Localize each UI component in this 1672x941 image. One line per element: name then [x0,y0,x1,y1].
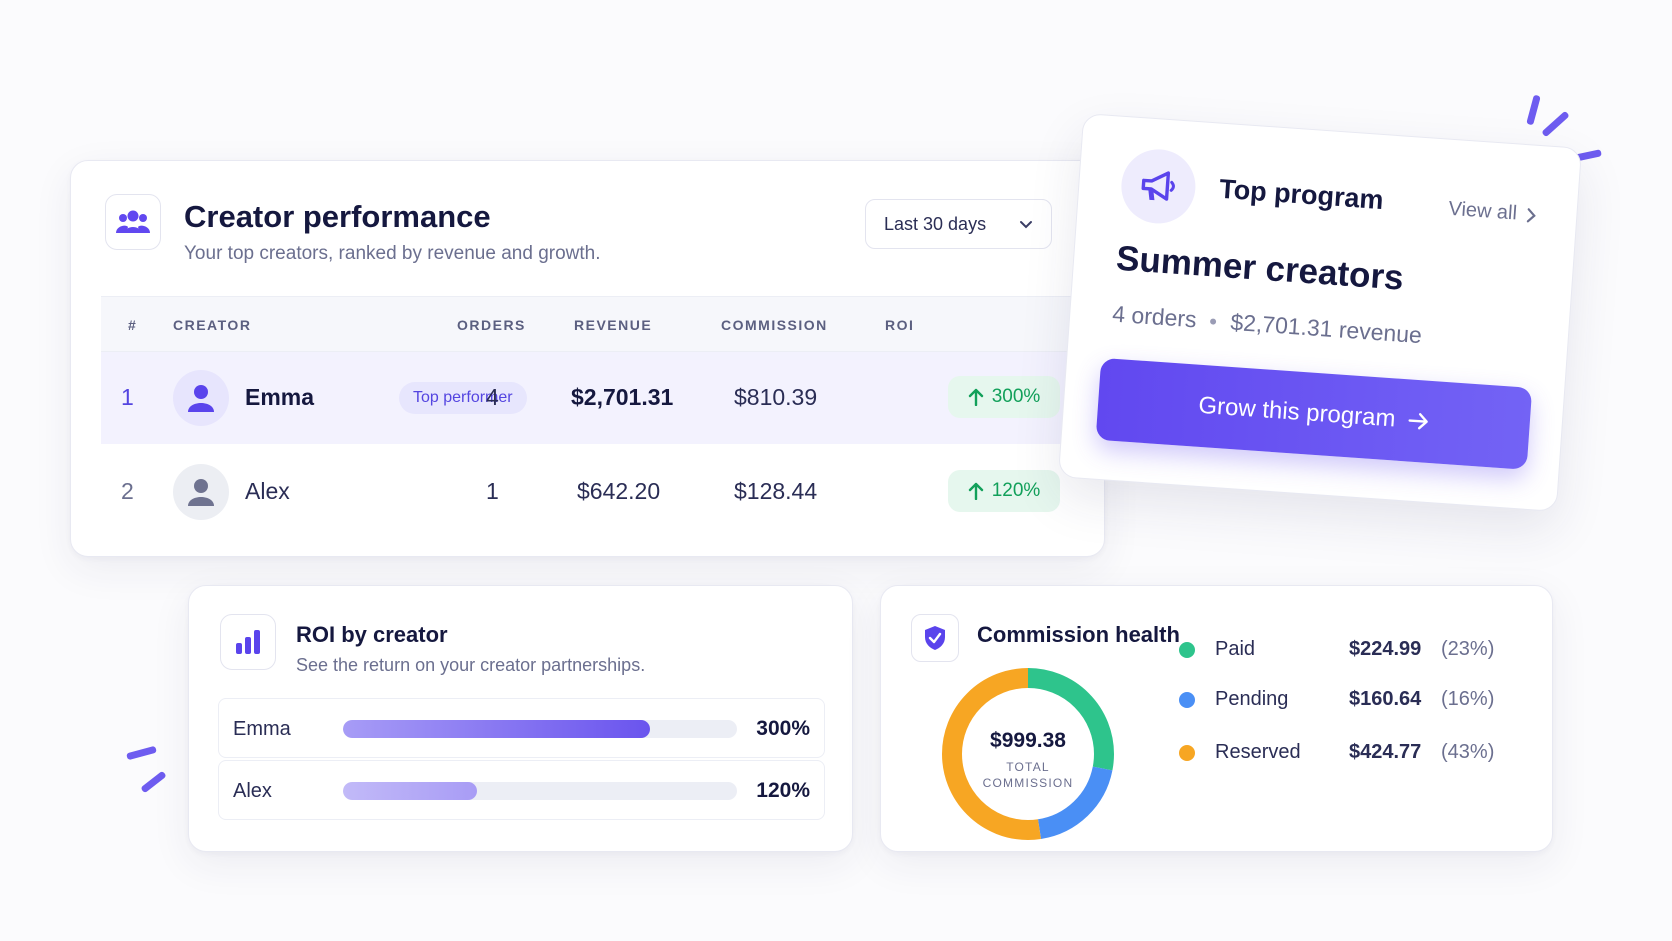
legend-amount: $424.77 [1349,741,1422,763]
arrow-right-icon [1408,413,1428,430]
legend-percent: (16%) [1441,688,1495,710]
creator-name[interactable]: Emma [245,384,315,410]
grow-program-button[interactable]: Grow this program [1095,357,1533,470]
table-header: # CREATOR ORDERS REVENUE COMMISSION ROI [101,296,1106,352]
roi-value: 300% [756,717,810,740]
legend-label: Pending [1215,688,1289,710]
rank-cell: 2 [121,478,134,504]
bar-chart-icon [236,630,260,654]
top-program-card: Top program View all Summer creators 4 o… [1057,113,1583,512]
total-commission-label: TOTAL COMMISSION [982,760,1074,790]
commission-health-card: Commission health $999.38 TOTAL COMMISSI… [880,585,1553,852]
column-header-creator[interactable]: CREATOR [173,317,252,333]
sparkle-mark [1541,110,1570,138]
roi-bar-track [343,720,737,738]
column-header-roi[interactable]: ROI [885,317,915,333]
roi-creator-name: Alex [233,780,272,802]
table-row[interactable]: 2 Alex 1 $642.20 $128.44 120% [101,446,1106,538]
legend-label: Reserved [1215,741,1301,763]
view-all-link[interactable]: View all [1448,198,1538,227]
roi-creator-name: Emma [233,718,291,740]
megaphone-icon-circle [1118,146,1198,226]
column-header-revenue[interactable]: REVENUE [574,317,653,333]
bar-chart-icon-tile [220,614,276,670]
card-subtitle: See the return on your creator partnersh… [296,655,646,675]
separator-dot [1210,317,1217,325]
sparkle-mark [126,745,157,761]
roi-badge: 120% [948,470,1060,512]
rank-cell: 1 [121,384,134,410]
shield-icon-tile [911,614,959,662]
revenue-cell: $642.20 [577,478,661,504]
period-select-value: Last 30 days [884,213,987,234]
orders-cell: 1 [486,478,499,504]
list-item: Emma 300% [218,698,825,758]
card-title: Commission health [977,622,1180,647]
legend-label: Paid [1215,638,1256,660]
shield-check-icon [925,626,945,650]
sparkle-mark [1526,94,1541,126]
legend-item-reserved: Reserved $424.77 (43%) [1179,737,1509,767]
legend-item-pending: Pending $160.64 (16%) [1179,684,1509,714]
chevron-right-icon [1526,207,1536,222]
commission-cell: $810.39 [734,384,818,410]
user-icon [188,479,214,506]
legend-percent: (43%) [1441,741,1495,763]
avatar [173,370,229,426]
card-title: ROI by creator [296,622,448,647]
legend-dot [1179,642,1195,658]
program-stats: 4 orders $2,701.31 revenue [1111,300,1423,350]
legend-dot [1179,745,1195,761]
chevron-down-icon [1020,221,1032,229]
program-revenue: $2,701.31 revenue [1229,308,1423,349]
roi-bar-fill [343,720,651,738]
users-icon [116,210,150,233]
page-title: Creator performance [184,199,491,234]
grow-program-label: Grow this program [1197,391,1397,433]
roi-value: 120% [756,779,810,802]
sparkle-mark [140,770,167,794]
revenue-cell: $2,701.31 [571,384,674,410]
creator-name[interactable]: Alex [245,478,290,504]
view-all-label: View all [1447,197,1518,225]
total-commission-amount: $999.38 [990,729,1066,752]
commission-cell: $128.44 [734,478,818,504]
legend-item-paid: Paid $224.99 (23%) [1179,634,1509,664]
card-title: Top program [1218,173,1385,216]
column-header-orders[interactable]: ORDERS [457,317,526,333]
legend-amount: $224.99 [1349,638,1422,660]
roi-badge: 300% [948,376,1060,418]
period-select[interactable]: Last 30 days [865,199,1052,249]
legend-percent: (23%) [1441,638,1495,660]
commission-donut-chart [942,668,1114,840]
user-icon [188,385,214,412]
donut-segment-reserved [942,668,1114,840]
page-subtitle: Your top creators, ranked by revenue and… [184,243,601,264]
legend-amount: $160.64 [1349,688,1422,710]
arrow-up-icon [968,388,983,406]
column-header-commission[interactable]: COMMISSION [721,317,828,333]
program-name: Summer creators [1114,238,1405,298]
roi-bar-fill [343,782,477,800]
table-row[interactable]: 1 Emma Top performer 4 $2,701.31 $810.39… [101,352,1106,444]
orders-cell: 4 [486,384,499,410]
top-performer-badge: Top performer [399,382,527,414]
roi-bar-track [343,782,737,800]
program-orders: 4 orders [1111,300,1198,333]
arrow-up-icon [968,482,983,500]
avatar [173,464,229,520]
column-header-rank: # [128,317,138,333]
megaphone-icon [1141,171,1175,201]
legend-dot [1179,692,1195,708]
roi-value: 300% [991,386,1041,407]
users-icon-tile [105,194,161,250]
list-item: Alex 120% [218,760,825,820]
roi-by-creator-card: ROI by creator See the return on your cr… [188,585,853,852]
roi-value: 120% [991,480,1041,501]
creator-performance-card: Creator performance Your top creators, r… [70,160,1106,557]
